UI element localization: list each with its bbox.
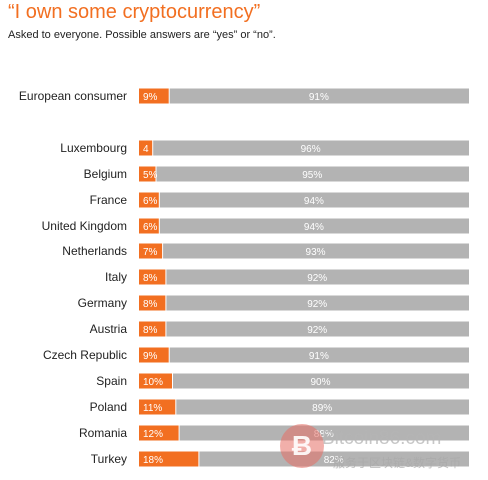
bar-yes [139, 192, 159, 208]
category-label: Luxembourg [60, 141, 127, 155]
bar-yes [139, 399, 176, 415]
bar-no [153, 140, 469, 156]
data-label-yes: 8% [143, 273, 158, 284]
data-label-no: 91% [309, 351, 329, 362]
category-label: Poland [90, 400, 127, 414]
data-label-no: 96% [301, 144, 321, 155]
category-label: Belgium [84, 167, 127, 181]
bar-no [169, 88, 469, 104]
bar-yes [139, 269, 166, 285]
data-label-yes: 12% [143, 429, 163, 440]
category-label: France [90, 193, 128, 207]
data-label-yes: 10% [143, 377, 163, 388]
category-label: Italy [105, 270, 127, 284]
category-label: Netherlands [62, 244, 127, 258]
data-label-no: 92% [307, 273, 327, 284]
bar-no [166, 295, 469, 311]
watermark-text: Bitcoin86.com [322, 428, 442, 449]
chart-subtitle: Asked to everyone. Possible answers are … [8, 29, 276, 41]
bar-no [159, 218, 470, 234]
bar-yes [139, 347, 169, 363]
category-label: Turkey [91, 452, 127, 466]
category-label: European consumer [19, 89, 127, 103]
bar-no [199, 451, 469, 467]
category-label: Spain [96, 374, 127, 388]
category-label: Germany [78, 296, 127, 310]
data-label-no: 93% [306, 247, 326, 258]
bar-no [163, 243, 469, 259]
data-label-no: 88% [314, 429, 334, 440]
data-label-yes: 6% [143, 196, 158, 207]
bitcoin-logo-icon: Ƀ [280, 424, 324, 468]
data-label-yes: 9% [143, 351, 158, 362]
bar-yes [139, 218, 159, 234]
data-label-yes: 6% [143, 222, 158, 233]
category-label: Czech Republic [43, 348, 127, 362]
data-label-no: 82% [324, 455, 344, 466]
data-label-no: 94% [304, 196, 324, 207]
bar-no [166, 269, 469, 285]
bar-yes [139, 243, 163, 259]
data-label-no: 89% [312, 403, 332, 414]
data-label-no: 92% [307, 299, 327, 310]
data-label-yes: 4 [143, 144, 149, 155]
data-label-no: 95% [302, 170, 322, 181]
bar-yes [139, 88, 169, 104]
bar-yes [139, 140, 153, 156]
category-label: Romania [79, 426, 127, 440]
bar-no [173, 373, 469, 389]
data-label-yes: 11% [143, 403, 162, 414]
data-label-yes: 9% [143, 92, 158, 103]
data-label-yes: 5% [143, 170, 158, 181]
bar-yes [139, 321, 166, 337]
bar-no [169, 347, 469, 363]
bar-yes [139, 295, 166, 311]
bar-yes [139, 451, 199, 467]
data-label-no: 94% [304, 222, 324, 233]
data-label-yes: 8% [143, 299, 158, 310]
data-label-no: 92% [307, 325, 327, 336]
data-label-yes: 8% [143, 325, 158, 336]
watermark-subtext: 服务于区块链&数字货币 [333, 456, 462, 470]
chart-title: “I own some cryptocurrency” [8, 1, 261, 23]
data-label-no: 91% [309, 92, 329, 103]
data-label-yes: 18% [143, 455, 163, 466]
data-label-yes: 7% [143, 247, 158, 258]
bar-yes [139, 373, 172, 389]
bar-yes [139, 425, 179, 441]
bar-no [179, 425, 469, 441]
bar-no [176, 399, 470, 415]
category-label: Austria [90, 322, 128, 336]
category-label: United Kingdom [42, 219, 127, 233]
bar-no [159, 192, 470, 208]
data-label-no: 90% [310, 377, 330, 388]
bar-no [156, 166, 469, 182]
bar-yes [139, 166, 156, 182]
bar-no [166, 321, 469, 337]
